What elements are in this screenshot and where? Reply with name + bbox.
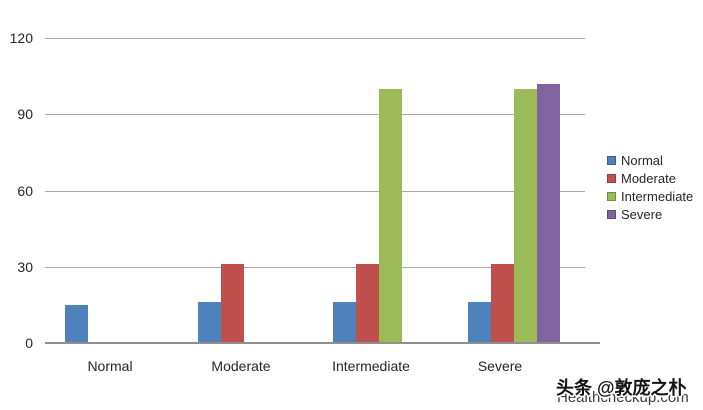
y-tick-label-120: 120	[9, 30, 33, 46]
bar-moderate-moderate	[221, 264, 244, 343]
legend-label: Normal	[621, 152, 663, 168]
gridline-120	[45, 38, 585, 39]
x-category-label-normal: Normal	[87, 358, 133, 374]
x-category-label-moderate: Moderate	[211, 358, 271, 374]
watermark-site: Healthcheckup.com	[557, 389, 689, 406]
bar-severe-severe	[537, 83, 560, 343]
watermark-social: 头条 @敦庞之朴	[556, 378, 687, 398]
bar-severe-intermediate	[514, 88, 537, 343]
x-category-label-intermediate: Intermediate	[332, 358, 410, 374]
legend-swatch-icon	[607, 155, 616, 165]
legend-label: Severe	[621, 206, 663, 222]
bar-moderate-normal	[198, 302, 221, 343]
y-tick-label-0: 0	[25, 335, 33, 351]
legend-item-moderate: Moderate	[607, 169, 693, 187]
legend-swatch-icon	[607, 191, 616, 201]
y-tick-label-90: 90	[17, 106, 33, 123]
x-category-label-severe: Severe	[477, 358, 523, 374]
legend-label: Intermediate	[621, 188, 694, 204]
gridline-30	[45, 266, 585, 268]
bar-intermediate-moderate	[356, 264, 379, 343]
bar-normal-normal	[65, 304, 88, 343]
y-tick-label-30: 30	[17, 258, 33, 275]
x-axis-line	[45, 342, 600, 344]
legend-item-intermediate: Intermediate	[607, 187, 693, 205]
legend-label: Moderate	[621, 170, 676, 186]
legend-item-severe: Severe	[607, 205, 693, 223]
legend-swatch-icon	[607, 173, 616, 183]
gridline-90	[45, 114, 585, 116]
y-tick-label-60: 60	[17, 182, 33, 199]
legend-item-normal: Normal	[607, 151, 693, 169]
legend-swatch-icon	[607, 209, 616, 219]
plot-area	[45, 38, 585, 343]
bar-intermediate-intermediate	[379, 88, 402, 343]
legend: Normal Moderate Intermediate Severe	[607, 151, 693, 223]
gridline-60	[45, 190, 585, 192]
bar-severe-normal	[468, 302, 491, 343]
bar-intermediate-normal	[333, 302, 356, 343]
bar-severe-moderate	[491, 264, 514, 343]
